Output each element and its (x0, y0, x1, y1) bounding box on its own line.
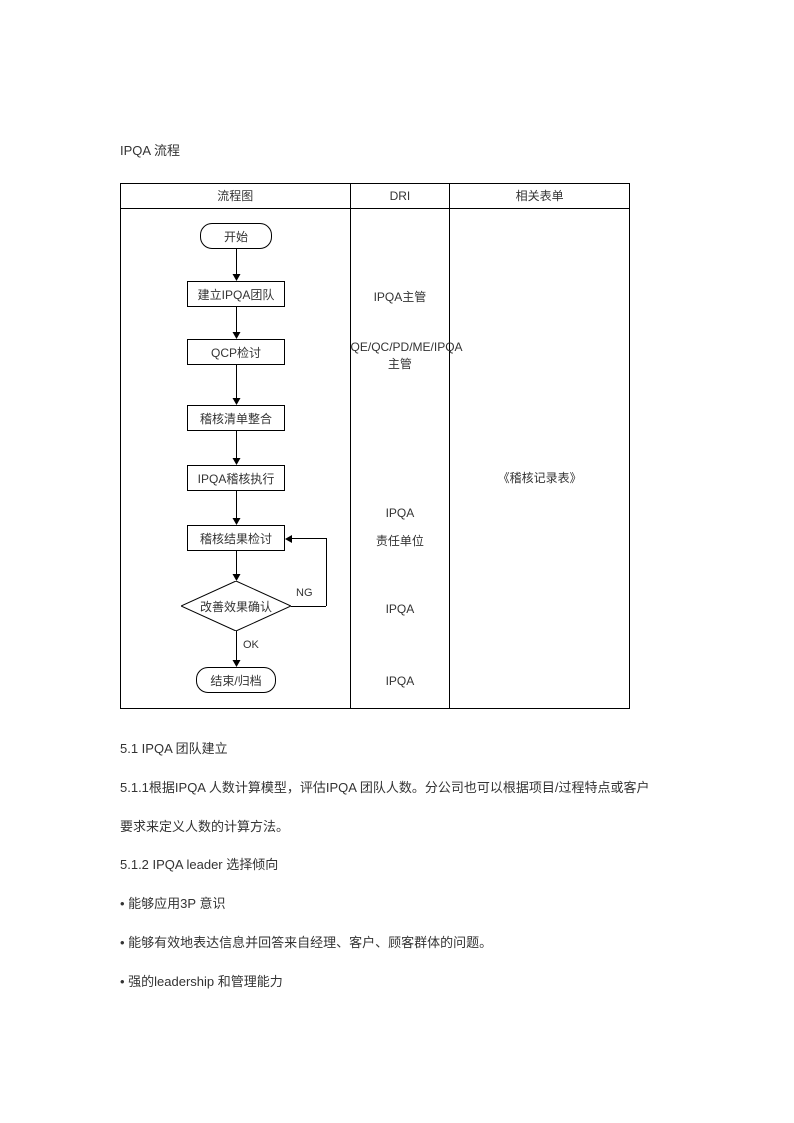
process-table: 流程图 DRI 相关表单 开始建立IPQA团队QCP检讨稽核清单整合IPQA稽核… (120, 183, 630, 709)
bullet-3: • 强的leadership 和管理能力 (120, 972, 674, 993)
docs-text: 《稽核记录表》 (450, 469, 629, 486)
header-docs: 相关表单 (450, 184, 630, 209)
page-title: IPQA 流程 (120, 140, 674, 159)
node-checklist: 稽核清单整合 (187, 405, 285, 431)
arrow-head-icon (233, 574, 241, 581)
arrow-head-icon (233, 660, 241, 667)
arrow-line (236, 431, 237, 458)
ng-line (292, 538, 326, 539)
section-5-1-1b: 要求来定义人数的计算方法。 (120, 817, 674, 838)
section-5-1-1: 5.1.1根据IPQA 人数计算模型，评估IPQA 团队人数。分公司也可以根据项… (120, 778, 674, 799)
dri-r3: IPQA (351, 505, 450, 522)
arrow-head-icon (233, 332, 241, 339)
arrow-head-icon (233, 398, 241, 405)
ng-line (326, 538, 327, 606)
header-dri: DRI (350, 184, 450, 209)
arrow-line (236, 365, 237, 398)
section-5-1-title: 5.1 IPQA 团队建立 (120, 739, 674, 760)
node-decision: 改善效果确认 (181, 581, 291, 631)
arrow-line (236, 307, 237, 332)
header-flow: 流程图 (121, 184, 351, 209)
arrow-line (236, 249, 237, 274)
dri-r1: IPQA主管 (351, 289, 450, 306)
arrow-head-icon (233, 274, 241, 281)
node-audit-exec: IPQA稽核执行 (187, 465, 285, 491)
docs-cell: 《稽核记录表》 (450, 209, 630, 709)
dri-cell: IPQA主管 QE/QC/PD/ME/IPQA主管 IPQA 责任单位 IPQA IPQA (350, 209, 450, 709)
node-start: 开始 (200, 223, 272, 249)
ng-label: NG (296, 587, 313, 599)
node-qcp-review: QCP检讨 (187, 339, 285, 365)
ng-line (291, 606, 326, 607)
node-build-team: 建立IPQA团队 (187, 281, 285, 307)
bullet-2: • 能够有效地表达信息并回答来自经理、客户、顾客群体的问题。 (120, 933, 674, 954)
dri-r5: IPQA (351, 601, 450, 618)
arrow-line (236, 551, 237, 574)
dri-r4: 责任单位 (351, 533, 450, 550)
section-5-1-2: 5.1.2 IPQA leader 选择倾向 (120, 855, 674, 876)
arrow-head-icon (285, 535, 292, 543)
dri-r6: IPQA (351, 673, 450, 690)
node-result-review: 稽核结果检讨 (187, 525, 285, 551)
bullet-1: • 能够应用3P 意识 (120, 894, 674, 915)
arrow-line (236, 631, 237, 660)
dri-r2: QE/QC/PD/ME/IPQA主管 (351, 339, 450, 373)
arrow-line (236, 491, 237, 518)
flowchart-cell: 开始建立IPQA团队 QCP检讨稽核清单整合 IPQA稽核执行稽核结果检讨改善效果确… (121, 209, 351, 709)
ok-label: OK (243, 639, 259, 651)
node-end: 结束/归档 (196, 667, 276, 693)
arrow-head-icon (233, 458, 241, 465)
arrow-head-icon (233, 518, 241, 525)
